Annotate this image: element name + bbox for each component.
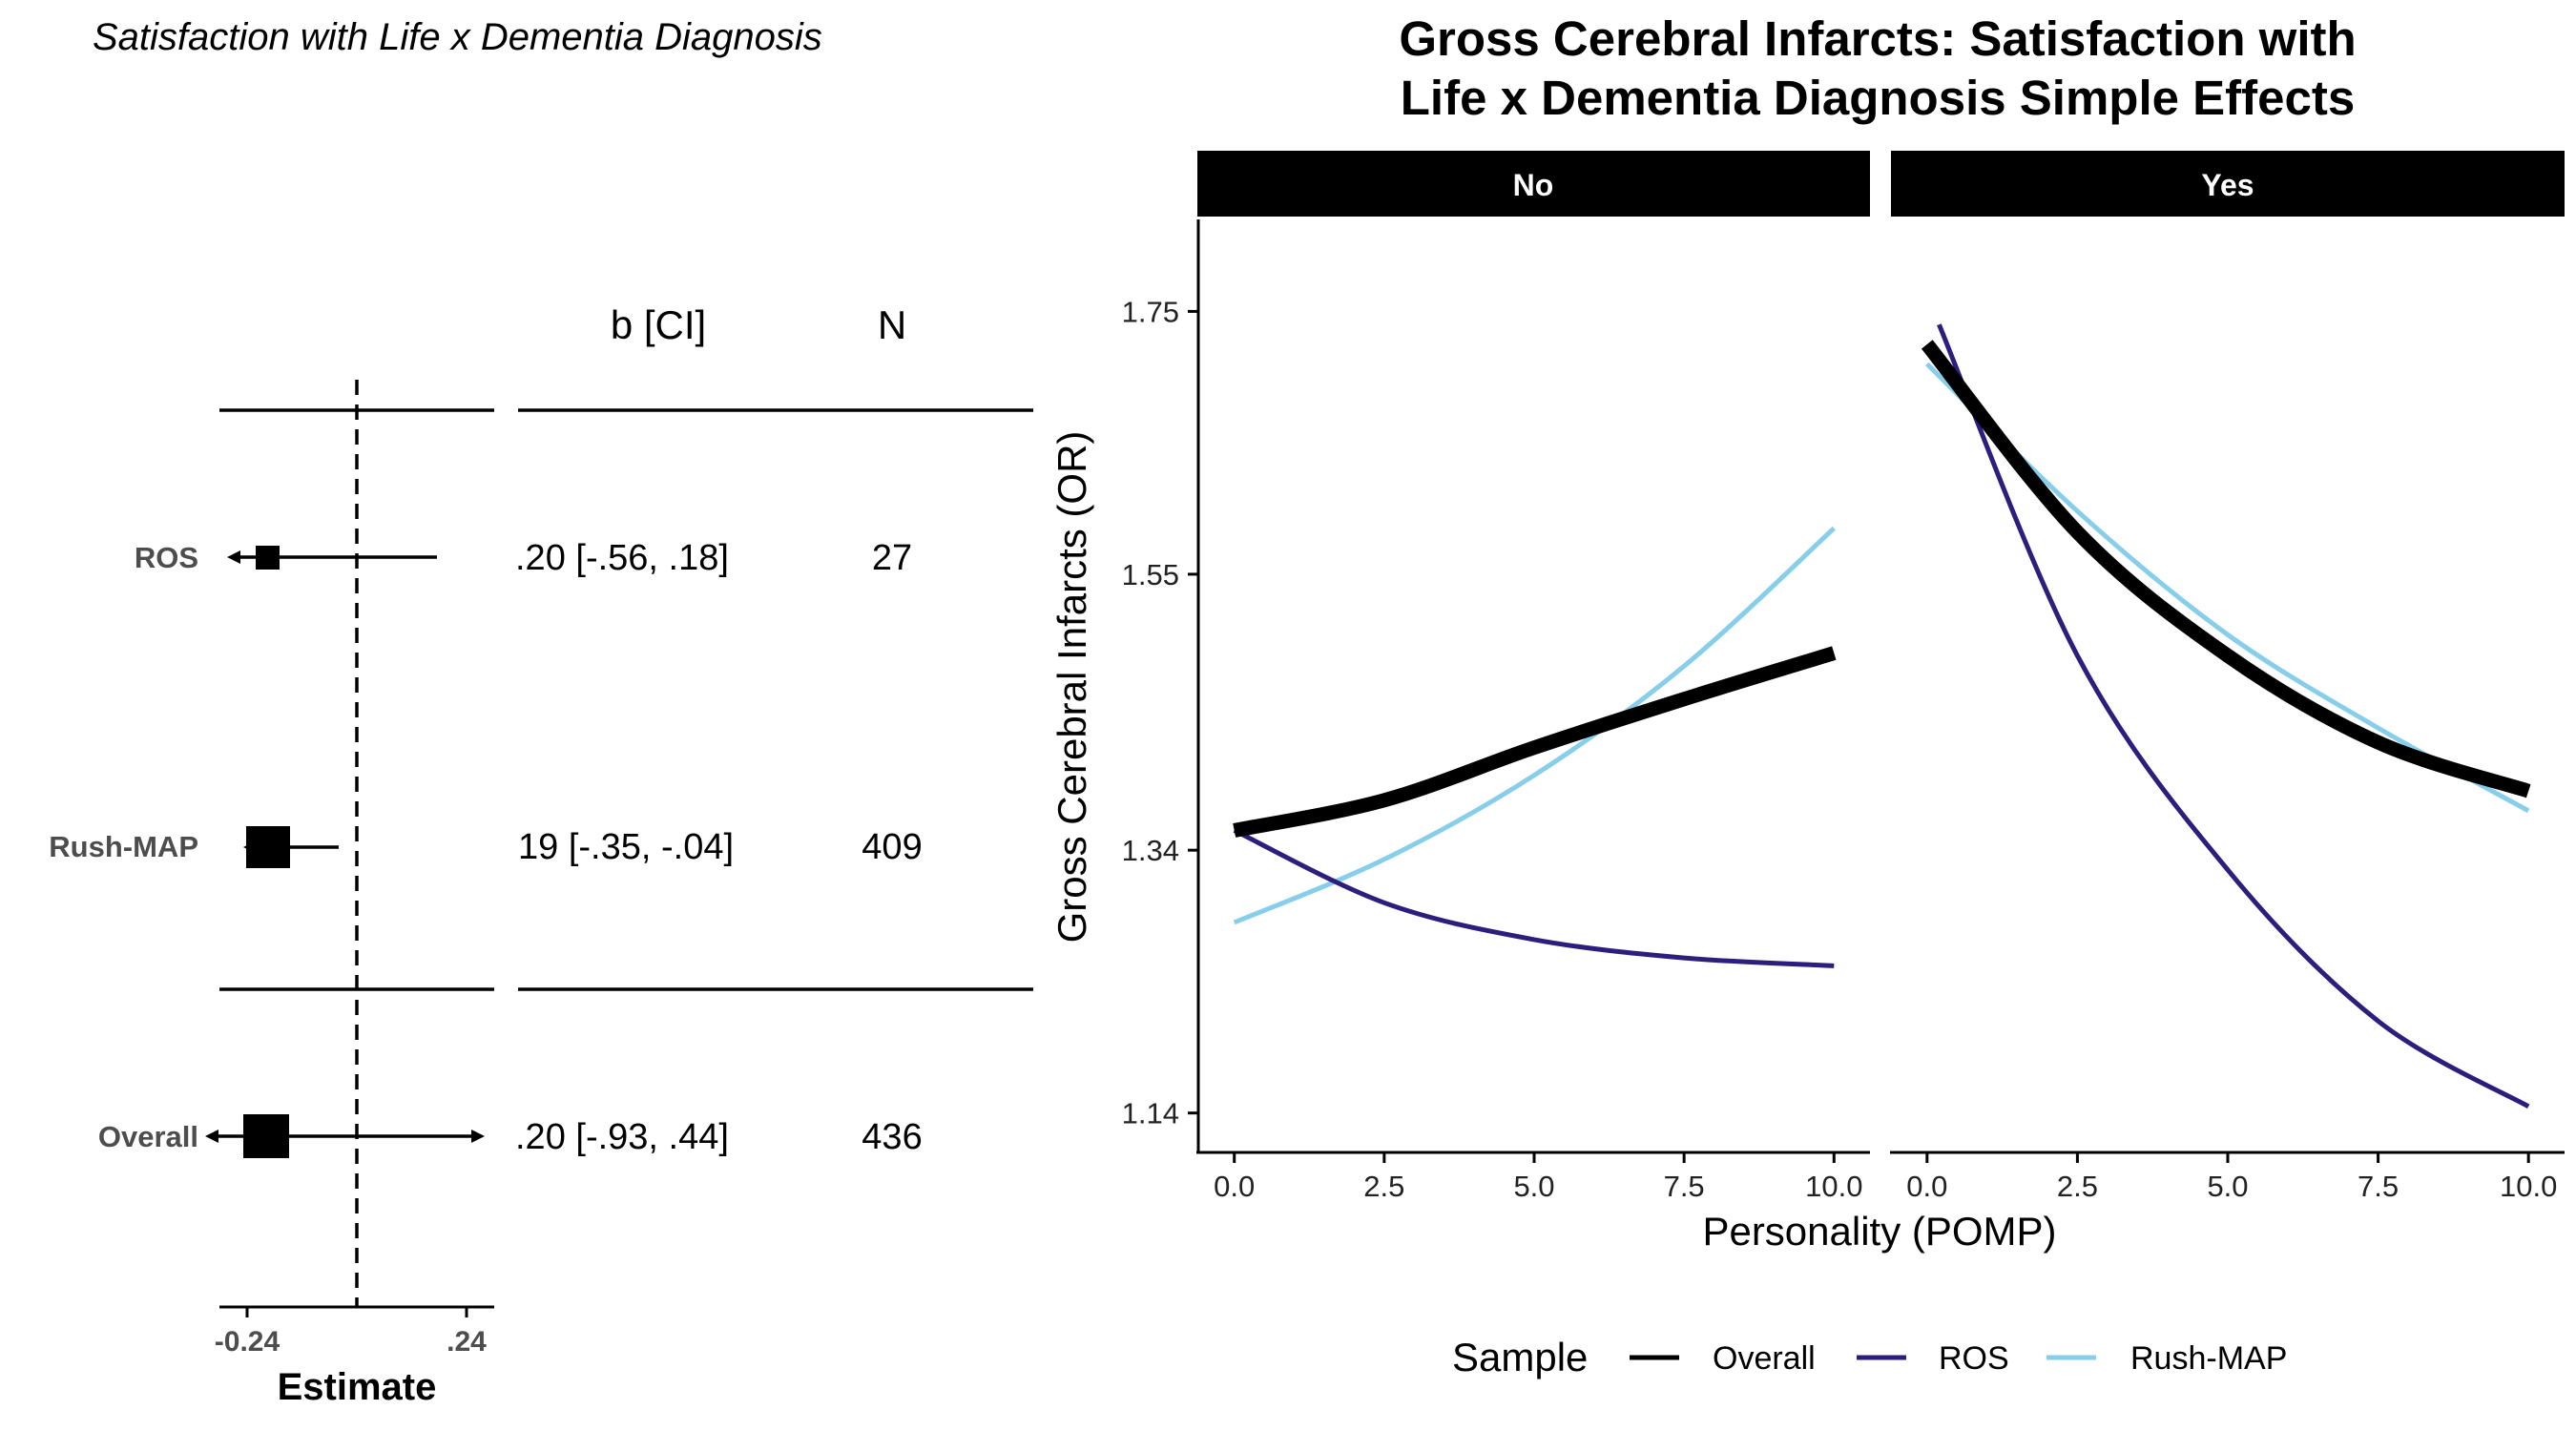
x-axis-label: Personality (POMP)	[1702, 1209, 2056, 1254]
y-tick-label: 1.75	[1122, 295, 1179, 328]
x-tick-label: 0.0	[1214, 1170, 1255, 1203]
forest-ci-arrow-right	[471, 1130, 485, 1143]
x-tick-label: 2.5	[1363, 1170, 1404, 1203]
x-tick-label: 5.0	[2207, 1170, 2248, 1203]
forest-row-n: 27	[872, 538, 912, 578]
legend-label-ros: ROS	[1939, 1340, 2009, 1377]
forest-row-b-ci: .20 [-.56, .18]	[515, 538, 729, 578]
series-line-rush-map-yes	[1925, 362, 2530, 814]
facet-strip-label-yes: Yes	[2201, 168, 2254, 202]
forest-x-axis-label: Estimate	[278, 1366, 437, 1408]
x-ticks: 0.0 2.5 5.0 7.5 10.0 0.0 2.5 5.0 7.5 10.0	[1214, 1152, 2557, 1203]
x-tick-label: 2.5	[2057, 1170, 2098, 1203]
forest-row-b-ci: 19 [-.35, -.04]	[518, 827, 734, 867]
forest-ci-arrow-left	[227, 550, 240, 564]
x-tick-label: 7.5	[1664, 1170, 1705, 1203]
simple-effects-plot: Gross Cerebral Infarcts: Satisfaction wi…	[1049, 11, 2565, 1379]
y-tick-label: 1.55	[1122, 558, 1179, 591]
y-ticks: 1.75 1.55 1.34 1.14	[1122, 295, 1198, 1130]
forest-x-tick-label: .24	[447, 1326, 487, 1358]
forest-row-n: 409	[862, 827, 922, 867]
x-tick-label: 5.0	[1513, 1170, 1554, 1203]
facet-strip-label-no: No	[1513, 168, 1554, 202]
forest-x-tick-label: -0.24	[215, 1326, 280, 1358]
y-axis-label: Gross Cerebral Infarcts (OR)	[1049, 431, 1094, 944]
effects-title-line2: Life x Dementia Diagnosis Simple Effects	[1401, 71, 2355, 125]
forest-row-overall: Overall .20 [-.93, .44] 436	[98, 1114, 923, 1158]
forest-estimate-point	[246, 826, 290, 868]
forest-ci-arrow-left	[205, 1130, 218, 1143]
forest-row-n: 436	[862, 1117, 922, 1157]
facet-strip-no	[1197, 151, 1870, 217]
forest-col-header-b: b [CI]	[611, 302, 706, 347]
forest-estimate-point	[243, 1114, 289, 1158]
y-tick-label: 1.14	[1122, 1097, 1179, 1130]
forest-row-label: Rush-MAP	[49, 830, 198, 863]
series-layer	[1233, 323, 2531, 1109]
x-tick-label: 10.0	[2500, 1170, 2557, 1203]
forest-row-b-ci: .20 [-.93, .44]	[515, 1117, 729, 1157]
y-tick-label: 1.34	[1122, 834, 1179, 867]
facet-strip-yes	[1891, 151, 2565, 217]
x-tick-label: 0.0	[1906, 1170, 1947, 1203]
forest-row-rush-map: Rush-MAP 19 [-.35, -.04] 409	[49, 826, 923, 868]
legend-label-overall: Overall	[1713, 1340, 1816, 1377]
legend-label-rush-map: Rush-MAP	[2130, 1340, 2287, 1377]
series-line-overall-no	[1233, 646, 1837, 838]
forest-plot: Satisfaction with Life x Dementia Diagno…	[49, 16, 1033, 1408]
x-tick-label: 7.5	[2358, 1170, 2399, 1203]
series-line-ros-yes	[1937, 323, 2530, 1109]
series-line-ros-no	[1233, 828, 1835, 968]
forest-estimate-point	[256, 546, 280, 570]
legend-title: Sample	[1452, 1335, 1588, 1379]
legend: Sample Overall ROS Rush-MAP	[1452, 1335, 2287, 1379]
effects-title-line1: Gross Cerebral Infarcts: Satisfaction wi…	[1399, 11, 2356, 66]
series-line-rush-map-no	[1233, 526, 1836, 925]
forest-col-header-n: N	[878, 302, 906, 347]
series-line-overall-yes	[1921, 340, 2531, 798]
forest-row-label: Overall	[98, 1120, 198, 1153]
forest-row-ros: ROS .20 [-.56, .18] 27	[135, 538, 912, 578]
forest-title: Satisfaction with Life x Dementia Diagno…	[93, 16, 822, 58]
x-tick-label: 10.0	[1805, 1170, 1862, 1203]
forest-row-label: ROS	[135, 541, 198, 574]
